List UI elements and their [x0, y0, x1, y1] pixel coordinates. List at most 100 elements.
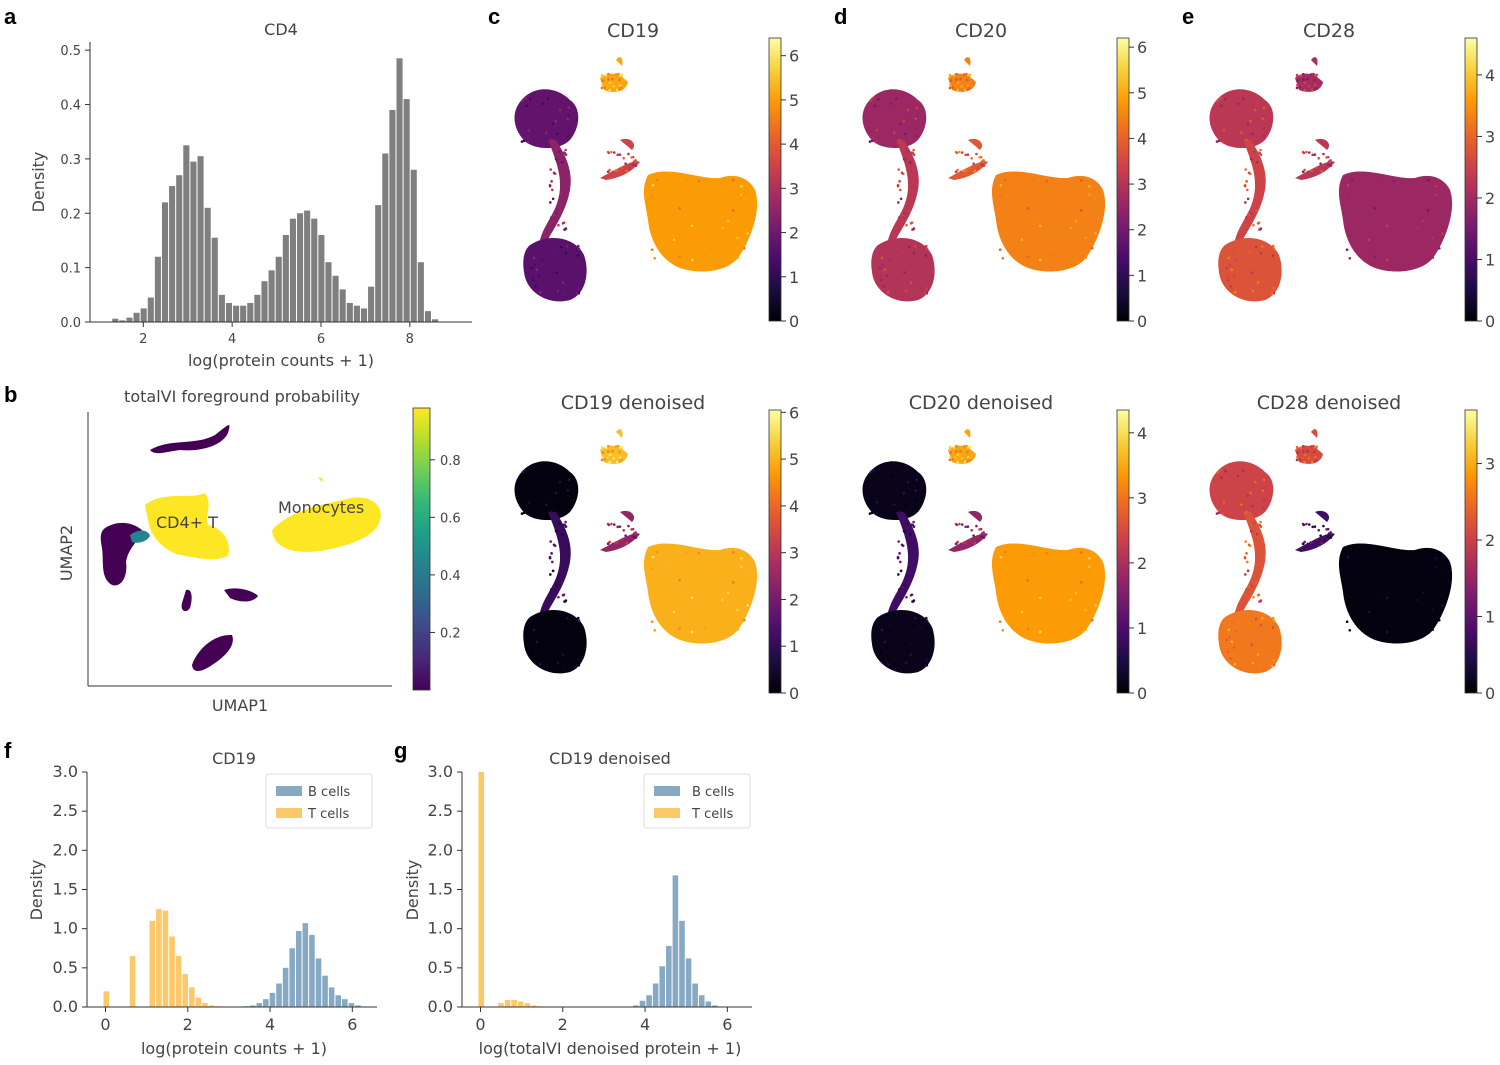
umap-point: [530, 638, 533, 642]
umap-point: [577, 247, 581, 251]
umap-point: [601, 451, 605, 454]
umap-point: [1038, 258, 1042, 262]
colorbar-c-bottom: [768, 409, 782, 694]
colorbar-tick-label: 0: [1137, 684, 1147, 703]
umap-point: [1227, 628, 1231, 632]
histogram-bar-t-cells: [498, 1003, 504, 1007]
umap-point: [1306, 449, 1309, 453]
umap-point: [1088, 193, 1091, 197]
umap-point: [915, 106, 919, 110]
umap-point: [1313, 78, 1316, 82]
umap-point: [1303, 88, 1306, 92]
umap-point: [1088, 556, 1091, 560]
umap-point: [1088, 565, 1091, 569]
umap-point: [577, 659, 580, 662]
umap-point: [740, 193, 743, 197]
colorbar-tick-label: 6: [1137, 38, 1147, 57]
colorbar-tick-label: 6: [789, 403, 799, 422]
umap-point: [1309, 73, 1313, 76]
umap-point: [982, 536, 986, 539]
umap-point: [1253, 632, 1257, 636]
panel-f-title: CD19: [212, 749, 256, 768]
umap-point: [1236, 474, 1240, 478]
colorbar-e-bottom: [1464, 409, 1478, 694]
umap-point: [1026, 627, 1029, 630]
umap-point: [550, 510, 553, 514]
umap-point: [1373, 207, 1376, 210]
umap-point: [898, 138, 901, 142]
umap-point: [619, 458, 623, 461]
umap-point: [1231, 248, 1234, 252]
umap-point: [976, 539, 980, 542]
umap-point: [1367, 610, 1371, 614]
umap-point: [532, 628, 536, 632]
umap-point: [1254, 581, 1258, 584]
umap-point: [1259, 227, 1263, 230]
umap-point: [925, 619, 929, 623]
umap-point: [1246, 197, 1250, 201]
umap-point: [879, 650, 883, 654]
histogram-bar-t-cells: [182, 974, 189, 1007]
umap-point: [1001, 256, 1005, 260]
colorbar-tick-label: 3: [1137, 175, 1147, 194]
umap-point: [872, 468, 876, 472]
y-tick-label: 0.5: [428, 958, 453, 977]
umap-panel-d-bottom: [862, 429, 1106, 674]
umap-point: [1437, 618, 1441, 622]
umap-point: [998, 248, 1002, 251]
colorbar-tick-label: 0.2: [440, 626, 461, 641]
umap-point: [526, 140, 530, 144]
umap-point: [869, 470, 873, 474]
umap-point: [1311, 460, 1314, 464]
umap-cluster: [318, 477, 323, 482]
umap-point: [651, 183, 655, 187]
colorbar-tick-label: 0.4: [440, 569, 461, 584]
umap-point: [524, 96, 528, 100]
umap-point: [616, 88, 619, 92]
umap-point: [1246, 569, 1250, 573]
umap-point: [1296, 451, 1300, 454]
umap-point: [1441, 232, 1444, 235]
umap-point: [620, 166, 624, 169]
histogram-bar-b-cells: [705, 1001, 712, 1007]
umap-point: [998, 567, 1002, 571]
panel-b-title: totalVI foreground probability: [124, 387, 360, 406]
umap-point: [531, 648, 534, 651]
umap-point: [554, 584, 558, 588]
umap-point: [889, 474, 893, 478]
umap-point: [1246, 122, 1250, 126]
umap-point: [612, 151, 616, 154]
umap-point: [999, 183, 1003, 187]
umap-point: [556, 158, 559, 162]
umap-point: [538, 290, 542, 294]
umap-point: [535, 640, 539, 644]
umap-point: [577, 287, 580, 290]
umap-point: [1302, 78, 1305, 81]
umap-point: [1311, 88, 1314, 92]
umap-point: [956, 540, 959, 544]
umap-point: [559, 617, 563, 621]
umap-point: [607, 170, 610, 174]
umap-point: [610, 522, 613, 526]
umap-point: [897, 573, 900, 576]
umap-point: [1226, 276, 1229, 279]
umap-point: [1240, 503, 1243, 506]
umap-point: [878, 638, 881, 642]
umap-point: [656, 550, 659, 554]
histogram-bar-t-cells: [202, 1003, 208, 1007]
panel-letter-c: c: [488, 4, 500, 29]
colorbar-c-top: [768, 37, 782, 322]
umap-point: [893, 131, 896, 134]
umap-point: [1272, 659, 1275, 662]
umap-point: [966, 525, 970, 528]
umap-point: [667, 191, 670, 195]
umap-point: [1346, 183, 1350, 187]
umap-point: [600, 445, 604, 449]
histogram-bar-b-cells: [639, 1000, 646, 1007]
umap-point: [1245, 552, 1248, 555]
umap-point: [1309, 541, 1313, 544]
histogram-bar: [417, 262, 424, 322]
umap-cluster-small-top: [1295, 57, 1323, 92]
umap-point: [565, 617, 569, 620]
umap-point: [1307, 523, 1311, 526]
